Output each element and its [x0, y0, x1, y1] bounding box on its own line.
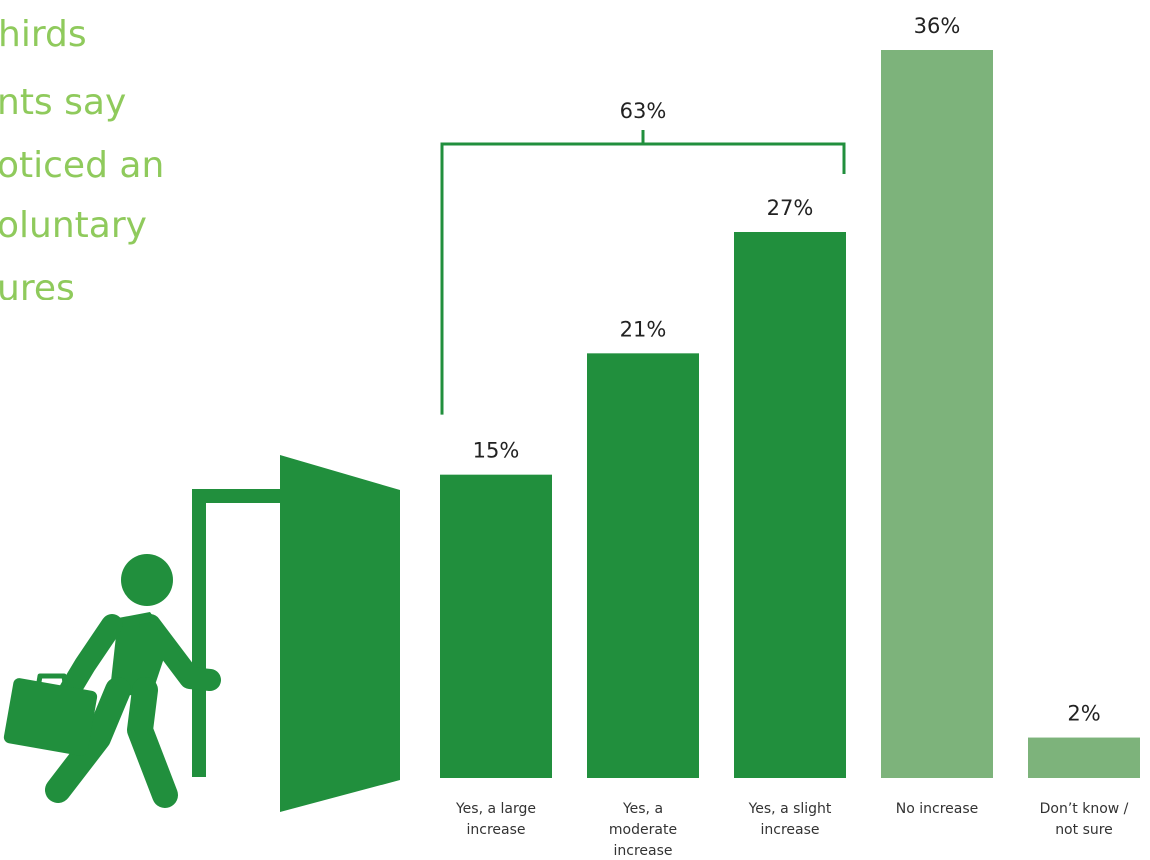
- value-label-3: 36%: [914, 14, 961, 38]
- headline-line-2: nts say: [0, 82, 127, 123]
- bar-4: [1028, 737, 1140, 778]
- category-label-1-0: Yes, a: [622, 801, 663, 817]
- bracket-label: 63%: [620, 99, 667, 123]
- headline-line-4: oluntary: [0, 205, 147, 246]
- value-label-1: 21%: [620, 317, 667, 341]
- headline-line-5: ures: [0, 268, 75, 300]
- bar-0: [440, 474, 552, 778]
- category-label-4-1: not sure: [1055, 822, 1113, 838]
- person-head: [121, 554, 173, 606]
- headline-line-3: oticed an: [0, 145, 165, 186]
- category-label-1-1: moderate: [609, 822, 677, 838]
- category-label-2-0: Yes, a slight: [748, 801, 832, 817]
- value-label-4: 2%: [1067, 702, 1100, 726]
- value-label-0: 15%: [473, 439, 520, 463]
- category-label-1-2: increase: [613, 843, 672, 859]
- category-label-2-1: increase: [760, 822, 819, 838]
- category-label-4-0: Don’t know /: [1040, 801, 1129, 817]
- category-label-0-0: Yes, a large: [455, 801, 536, 817]
- bar-2: [734, 232, 846, 778]
- category-label-3-0: No increase: [896, 801, 979, 817]
- open-door-icon: [280, 455, 400, 812]
- bar-1: [587, 353, 699, 778]
- category-label-0-1: increase: [466, 822, 525, 838]
- door-frame-post: [192, 489, 206, 777]
- bar-3: [881, 50, 993, 778]
- door-frame: [192, 489, 282, 503]
- value-label-2: 27%: [767, 196, 814, 220]
- person-walking-out-door-icon: [3, 455, 400, 812]
- headline-line-1: hirds: [0, 14, 87, 55]
- headline: hirds nts say oticed an oluntary ures: [0, 0, 260, 300]
- briefcase-icon: [3, 678, 98, 757]
